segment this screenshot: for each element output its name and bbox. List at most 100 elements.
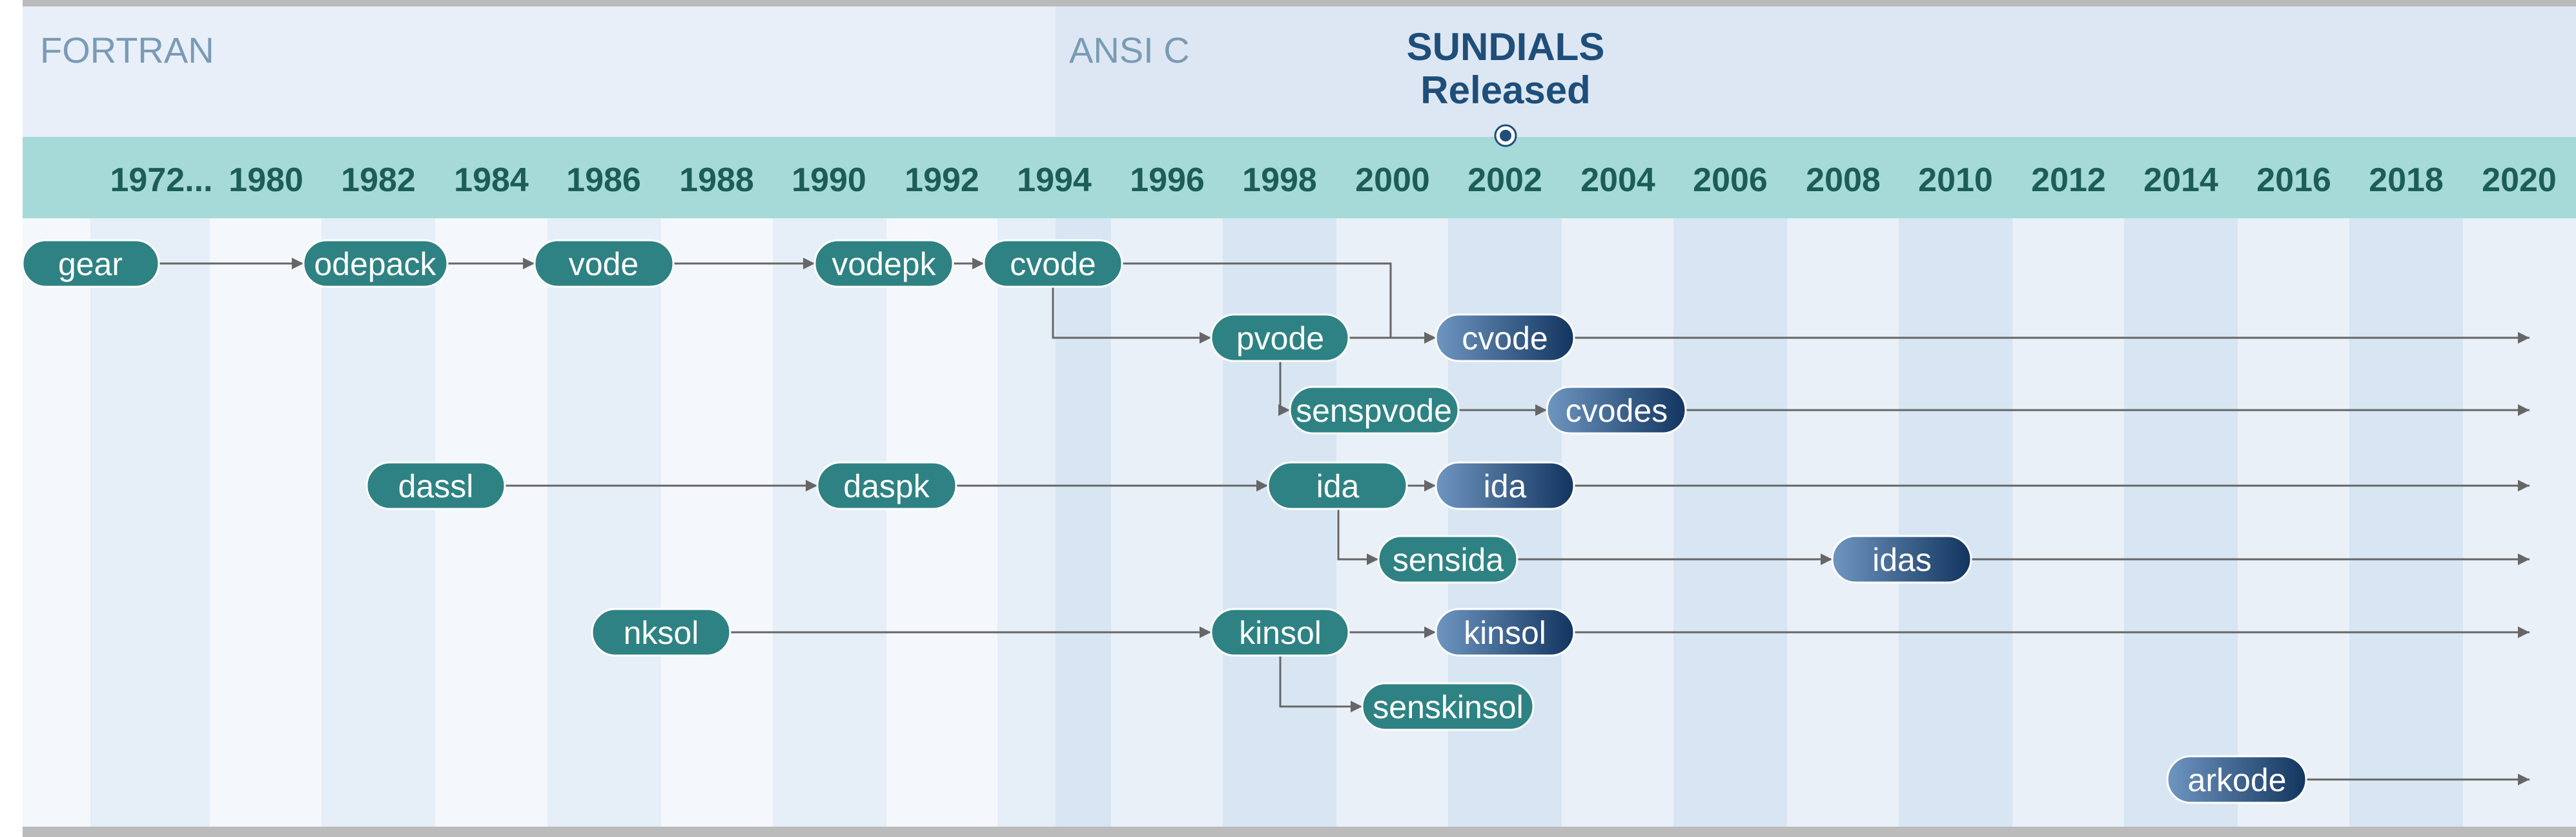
year-label: 1996 (1130, 161, 1205, 199)
column-stripe (1056, 218, 1111, 827)
node-cvode-sundials[interactable]: cvode (1435, 313, 1575, 362)
node-cvodes-label: cvodes (1566, 393, 1668, 429)
node-cvodes-pill (1546, 386, 1687, 435)
node-vode-pill (533, 239, 675, 288)
year-label: 2002 (1467, 161, 1542, 199)
node-nksol[interactable]: nksol (591, 608, 731, 657)
node-ida-fortran-pill (1267, 461, 1408, 510)
bottom-border (23, 827, 2576, 837)
banner-subtitle: Released (1420, 68, 1591, 112)
year-label: 2014 (2143, 161, 2218, 199)
node-daspk-pill (816, 461, 957, 510)
year-label: 2006 (1693, 161, 1768, 199)
column-stripe (1899, 218, 2012, 827)
fortran-header-background (23, 6, 1056, 137)
column-stripe (547, 218, 661, 827)
sundials-nodes: cvode cvodes ida idas kinsol arkode (1435, 313, 2307, 804)
year-label: 2020 (2482, 161, 2557, 199)
node-nksol-label: nksol (624, 615, 699, 651)
node-dassl[interactable]: dassl (365, 461, 506, 510)
column-stripe (2349, 218, 2463, 827)
year-label: 1990 (792, 161, 866, 199)
node-nksol-pill (591, 608, 731, 657)
node-idas[interactable]: idas (1831, 535, 1972, 584)
node-cvode-sundials-pill (1435, 313, 1575, 362)
node-idas-label: idas (1872, 542, 1932, 578)
node-gear-label: gear (58, 246, 123, 282)
banner-title: SUNDIALS (1407, 25, 1605, 68)
node-kinsol-sundials-pill (1435, 608, 1575, 657)
year-label: 2000 (1355, 161, 1430, 199)
year-label: 2004 (1580, 161, 1655, 199)
node-cvode-fortran-label: cvode (1010, 246, 1096, 282)
year-label: 1994 (1017, 161, 1092, 199)
year-label: 2018 (2369, 161, 2444, 199)
connector-cvode-pvode (1052, 279, 1211, 344)
node-senskinsol-pill (1361, 682, 1535, 731)
node-senskinsol[interactable]: senskinsol (1361, 682, 1535, 731)
node-cvodes[interactable]: cvodes (1546, 386, 1687, 435)
node-gear-pill (21, 239, 160, 288)
node-kinsol-fortran-pill (1210, 608, 1350, 657)
connector-kinsol-senskinsol (1279, 648, 1362, 712)
node-gear[interactable]: gear (21, 239, 160, 288)
column-stripe (322, 218, 435, 827)
node-odepack[interactable]: odepack (302, 239, 449, 288)
fortran-nodes: gear odepack vode vodepk cvode pvode sen… (21, 239, 1535, 731)
fortran-era-label: FORTRAN (40, 30, 214, 70)
year-label: 2016 (2256, 161, 2331, 199)
year-label: 1980 (229, 161, 303, 199)
sundials-release-banner: SUNDIALS Released (1407, 25, 1605, 112)
year-band (23, 137, 2576, 218)
node-senspvode[interactable]: senspvode (1289, 386, 1460, 435)
node-senspvode-label: senspvode (1296, 393, 1452, 429)
column-stripe (1223, 218, 1336, 827)
column-stripe (1673, 218, 1787, 827)
node-ida-sundials[interactable]: ida (1435, 461, 1575, 510)
year-label: 2010 (1918, 161, 1993, 199)
node-vode-label: vode (569, 246, 639, 282)
node-sensida-pill (1377, 535, 1518, 584)
node-cvode-sundials-label: cvode (1462, 320, 1548, 356)
column-stripe (773, 218, 886, 827)
connectors (159, 258, 2530, 785)
year-label: 1998 (1242, 161, 1317, 199)
node-odepack-label: odepack (314, 246, 436, 282)
node-pvode-label: pvode (1236, 320, 1324, 356)
node-kinsol-sundials[interactable]: kinsol (1435, 608, 1575, 657)
node-pvode[interactable]: pvode (1210, 313, 1350, 362)
node-kinsol-sundials-label: kinsol (1464, 615, 1546, 651)
node-ida-sundials-label: ida (1484, 468, 1527, 504)
ansi-c-header-background (1056, 6, 2576, 137)
node-ida-fortran[interactable]: ida (1267, 461, 1408, 510)
node-kinsol-fortran[interactable]: kinsol (1210, 608, 1350, 657)
node-kinsol-fortran-label: kinsol (1239, 615, 1322, 651)
column-stripes (90, 218, 2463, 827)
node-odepack-pill (302, 239, 449, 288)
node-vodepk-label: vodepk (832, 246, 936, 282)
year-label: 1992 (905, 161, 979, 199)
connector-ida-sensida (1337, 501, 1378, 565)
year-label: 1988 (679, 161, 754, 199)
node-daspk[interactable]: daspk (816, 461, 957, 510)
year-axis: 1972... 1980 1982 1984 1986 1988 1990 19… (23, 137, 2576, 218)
node-senspvode-pill (1289, 386, 1460, 435)
node-senskinsol-label: senskinsol (1373, 689, 1523, 725)
node-cvode-fortran[interactable]: cvode (983, 239, 1123, 288)
ansi-c-era-label: ANSI C (1069, 30, 1190, 70)
year-label: 2008 (1806, 161, 1881, 199)
column-stripe (1448, 218, 1562, 827)
node-vode[interactable]: vode (533, 239, 675, 288)
node-sensida[interactable]: sensida (1377, 535, 1518, 584)
node-daspk-label: daspk (843, 468, 930, 504)
year-label: 2012 (2031, 161, 2106, 199)
top-border (23, 0, 2576, 6)
column-stripe (2124, 218, 2238, 827)
node-arkode-pill (2166, 755, 2307, 804)
year-label: 1972... (110, 161, 212, 199)
node-cvode-fortran-pill (983, 239, 1123, 288)
node-arkode[interactable]: arkode (2166, 755, 2307, 804)
node-vodepk[interactable]: vodepk (813, 239, 954, 288)
node-arkode-label: arkode (2188, 762, 2287, 798)
node-dassl-pill (365, 461, 506, 510)
